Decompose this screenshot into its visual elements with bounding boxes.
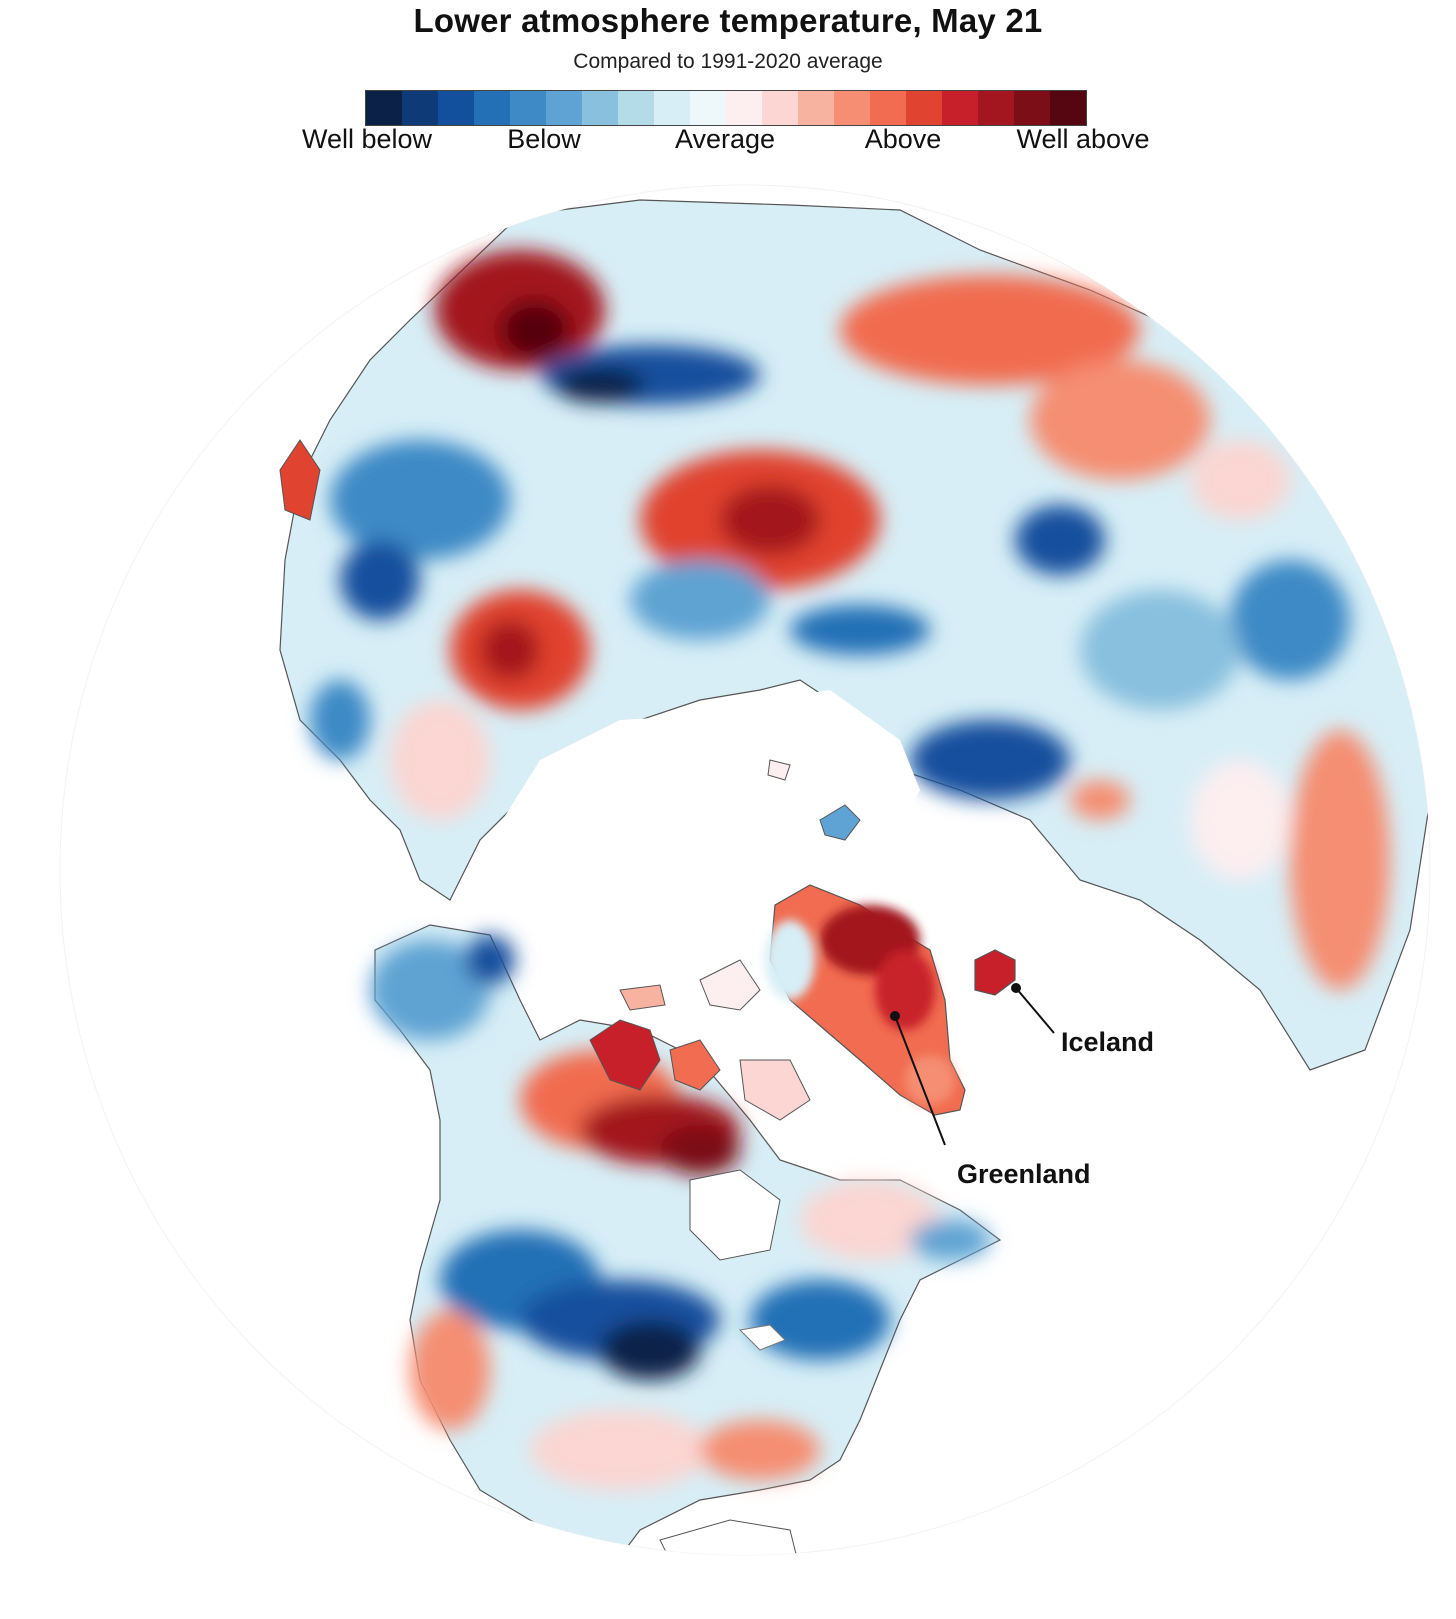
legend-swatch-16 bbox=[906, 91, 942, 125]
kamchatka-region bbox=[279, 439, 321, 521]
legend-swatch-15 bbox=[870, 91, 906, 125]
arctic-ocean bbox=[490, 690, 920, 910]
greenland bbox=[765, 884, 966, 1116]
legend-swatch-3 bbox=[438, 91, 474, 125]
map-title: Lower atmosphere temperature, May 21 bbox=[413, 2, 1043, 39]
color-scale-legend bbox=[365, 90, 1087, 126]
iceland bbox=[974, 949, 1016, 996]
legend-swatch-18 bbox=[978, 91, 1014, 125]
eurasia-anomaly-fill bbox=[310, 250, 1390, 990]
legend-swatch-9 bbox=[654, 91, 690, 125]
north-america-landmass bbox=[370, 924, 1002, 1555]
legend-swatch-12 bbox=[762, 91, 798, 125]
great-lakes bbox=[738, 1324, 786, 1351]
legend-label-well-below: Well below bbox=[301, 124, 433, 154]
greenland-leader-line bbox=[894, 1015, 946, 1146]
polar-temperature-anomaly-map bbox=[59, 184, 1431, 1556]
legend-label-above: Above bbox=[864, 124, 942, 154]
legend-swatch-10 bbox=[690, 91, 726, 125]
legend-label-average: Average bbox=[674, 124, 776, 154]
gulf-of-mexico bbox=[659, 1519, 801, 1555]
arctic-island bbox=[767, 759, 791, 781]
legend-swatch-19 bbox=[1014, 91, 1050, 125]
legend-swatch-14 bbox=[834, 91, 870, 125]
legend-swatch-5 bbox=[510, 91, 546, 125]
legend-swatch-1 bbox=[366, 91, 402, 125]
iceland-leader-line bbox=[1015, 987, 1055, 1034]
legend-swatch-7 bbox=[582, 91, 618, 125]
legend-swatch-8 bbox=[618, 91, 654, 125]
svalbard bbox=[819, 804, 861, 841]
legend-swatch-2 bbox=[402, 91, 438, 125]
greenland-label: Greenland bbox=[957, 1159, 1091, 1189]
legend-label-well-above: Well above bbox=[1016, 124, 1150, 154]
legend-swatch-20 bbox=[1050, 91, 1086, 125]
iceland-label: Iceland bbox=[1061, 1027, 1155, 1057]
eurasia-landmass bbox=[279, 199, 1430, 1071]
legend-swatch-4 bbox=[474, 91, 510, 125]
legend-swatch-6 bbox=[546, 91, 582, 125]
legend-swatch-17 bbox=[942, 91, 978, 125]
hudson-bay bbox=[689, 1169, 781, 1261]
legend-swatch-11 bbox=[726, 91, 762, 125]
legend-label-below: Below bbox=[507, 124, 581, 154]
map-subtitle: Compared to 1991-2020 average bbox=[573, 50, 883, 73]
legend-swatch-13 bbox=[798, 91, 834, 125]
canadian-arctic-archipelago bbox=[589, 959, 811, 1121]
